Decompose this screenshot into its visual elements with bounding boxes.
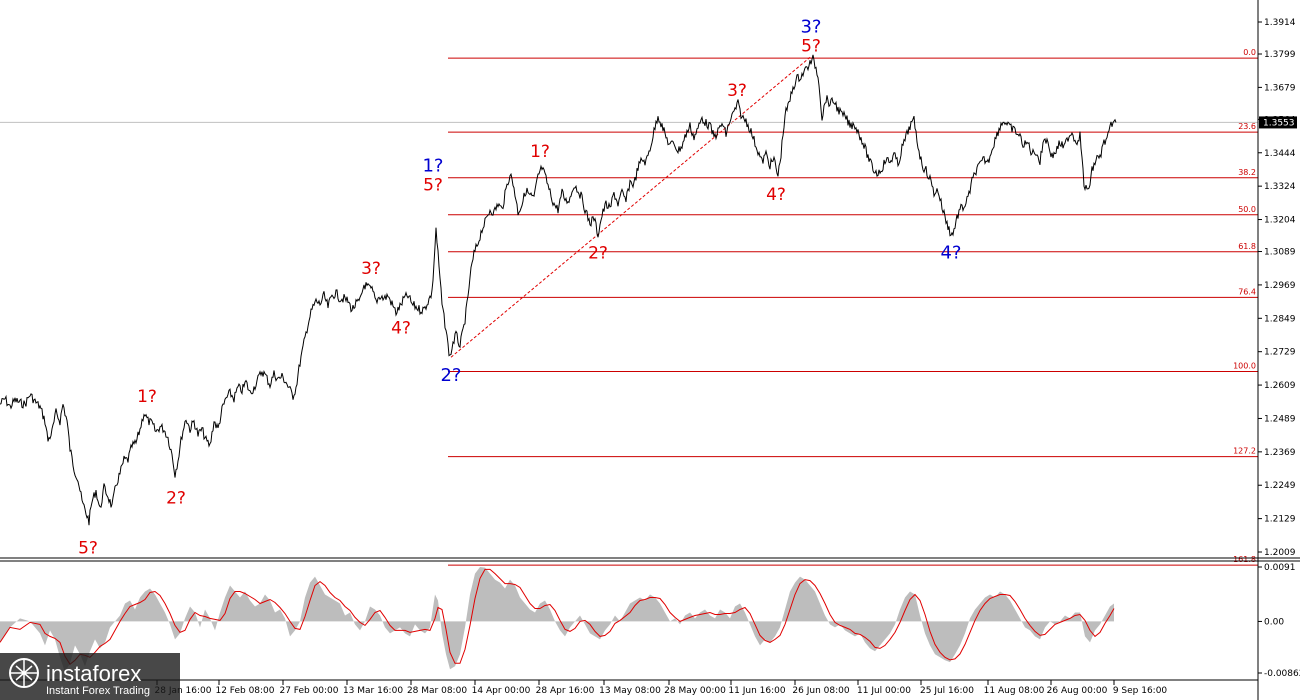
price-tick-label-13: 1.2369 [1264,448,1296,458]
logo: instaforex Instant Forex Trading [0,653,180,700]
date-label-11: 11 Jul 00:00 [857,686,911,696]
oscillator-layer [0,557,1300,673]
fib-label-1: 23.6 [1238,122,1256,131]
price-tick-label-9: 1.2849 [1264,314,1296,324]
logo-icon [9,658,39,688]
wave-label-6: 5? [423,175,443,195]
date-label-0: 28 Jan 16:00 [155,686,212,696]
price-tick-label-1: 1.3799 [1264,50,1296,60]
oscillator-histogram [0,567,1114,673]
date-label-4: 28 Mar 08:00 [407,686,467,696]
oscillator-signal-line [0,568,1115,666]
date-label-13: 11 Aug 08:00 [984,686,1045,696]
price-tick-label-8: 1.2969 [1264,281,1296,291]
fib-label-2: 38.2 [1238,168,1256,177]
trend-layer [0,56,1258,358]
price-line-layer [0,54,1117,526]
price-tick-label-15: 1.2129 [1264,515,1296,525]
trend-dotted-line [450,56,812,358]
date-label-2: 27 Feb 00:00 [279,686,338,696]
wave-labels-layer: 5?1?2?3?4?1?5?2?1?2?3?4?3?5?4? [78,16,961,558]
current-price-label: 1.3553 [1263,118,1295,128]
price-tick-label-7: 1.3089 [1264,248,1296,258]
wave-label-7: 2? [440,365,461,386]
fibonacci-layer: 0.0 23.6 38.2 50.0 61.8 76.4 100.0 127.2 161.8 [448,48,1258,566]
wave-label-2: 2? [166,488,186,508]
price-tick-label-2: 1.3679 [1264,83,1296,93]
price-tick-label-14: 1.2249 [1264,481,1296,491]
logo-wordmark: instaforex [46,661,141,686]
date-label-5: 14 Apr 00:00 [472,686,531,696]
fib-label-5: 76.4 [1238,287,1256,296]
date-label-9: 11 Jun 16:00 [728,686,785,696]
price-series-line [0,54,1117,526]
price-tick-label-12: 1.2489 [1264,414,1296,424]
wave-label-1: 1? [137,387,157,407]
wave-label-12: 3? [800,16,821,37]
fib-label-0: 0.0 [1243,48,1256,57]
fib-label-7: 127.2 [1233,447,1256,456]
wave-label-5: 1? [422,155,443,176]
date-label-1: 12 Feb 08:00 [215,686,274,696]
osc-tick-label-0: 0.0091 [1264,563,1296,573]
fib-label-6: 100.0 [1233,361,1256,370]
price-tick-label-4: 1.3444 [1264,149,1296,159]
wave-label-9: 2? [588,244,608,264]
date-label-12: 25 Jul 16:00 [920,686,974,696]
wave-label-0: 5? [78,538,98,558]
date-label-10: 26 Jun 08:00 [792,686,849,696]
date-label-14: 26 Aug 00:00 [1047,686,1108,696]
wave-label-10: 3? [727,81,747,101]
price-tick-label-5: 1.3324 [1264,182,1296,192]
logo-tagline: Instant Forex Trading [46,685,150,697]
date-label-3: 13 Mar 16:00 [343,686,403,696]
wave-label-3: 3? [361,259,381,279]
price-tick-label-0: 1.3914 [1264,18,1296,28]
price-tick-label-16: 1.2009 [1264,548,1296,558]
current-price-badge [1259,116,1297,129]
fib-label-8: 161.8 [1233,555,1256,564]
wave-label-4: 4? [391,319,411,339]
date-label-15: 9 Sep 16:00 [1113,686,1168,696]
fib-label-3: 50.0 [1238,205,1256,214]
fib-label-4: 61.8 [1238,242,1256,251]
date-axis-layer: 28 Jan 16:00 12 Feb 08:00 27 Feb 00:00 13 M… [155,680,1168,696]
price-tick-label-10: 1.2729 [1264,348,1296,358]
date-label-8: 28 May 00:00 [664,686,726,696]
date-label-6: 28 Apr 16:00 [536,686,595,696]
price-tick-label-11: 1.2609 [1264,381,1296,391]
wave-label-8: 1? [530,142,550,162]
wave-label-11: 4? [766,185,786,205]
wave-label-14: 4? [940,243,961,264]
price-tick-label-6: 1.3204 [1264,216,1296,226]
date-label-7: 13 May 08:00 [599,686,661,696]
osc-tick-label-1: 0.00 [1264,617,1284,627]
wave-label-13: 5? [801,36,821,56]
